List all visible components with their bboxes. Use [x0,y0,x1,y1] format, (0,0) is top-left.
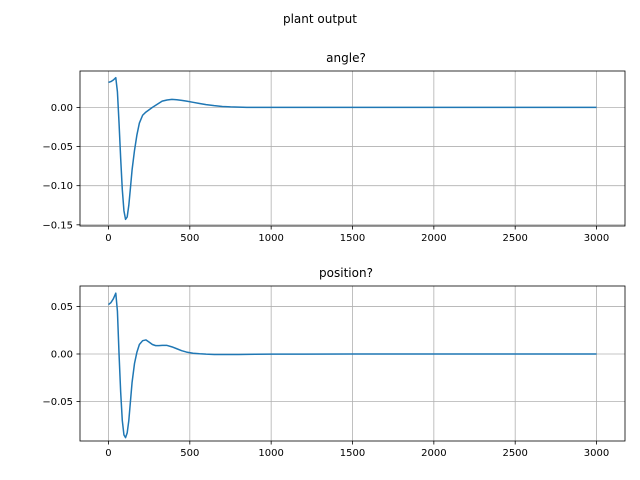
angle-subplot: angle? 0 500 1000 1500 2000 2500 3000 0.00 −0.05… [42,51,626,244]
position-subplot-title: position? [319,266,373,280]
angle-y-tick-label: −0.10 [42,181,73,192]
angle-y-tick-label: −0.15 [42,220,73,231]
position-subplot: position? 0 500 1000 1500 2000 2500 3000 0.05 0.… [42,266,626,459]
angle-x-tick-label: 3000 [584,233,609,244]
position-x-tick-label: 2500 [502,448,527,459]
angle-x-tick-label: 1000 [258,233,283,244]
angle-y-tick-label: −0.05 [42,142,73,153]
position-y-tick-label: 0.05 [51,302,73,313]
angle-series-line [108,76,597,221]
angle-x-tick-label: 1500 [340,233,365,244]
position-series-line [108,292,597,439]
angle-y-tick-label: 0.00 [51,103,73,114]
angle-x-tick-label: 0 [105,233,111,244]
position-y-tick-label: 0.00 [51,349,73,360]
position-x-tick-label: 1000 [258,448,283,459]
position-x-tick-label: 3000 [584,448,609,459]
position-x-tick-label: 2000 [421,448,446,459]
figure-suptitle: plant output [283,12,357,26]
angle-subplot-title: angle? [326,51,366,65]
angle-x-tick-label: 2000 [421,233,446,244]
angle-x-tick-label: 2500 [502,233,527,244]
position-x-tick-label: 500 [180,448,199,459]
position-x-tick-label: 0 [105,448,111,459]
angle-x-tick-label: 500 [180,233,199,244]
position-x-tick-label: 1500 [340,448,365,459]
position-y-tick-label: −0.05 [42,397,73,408]
